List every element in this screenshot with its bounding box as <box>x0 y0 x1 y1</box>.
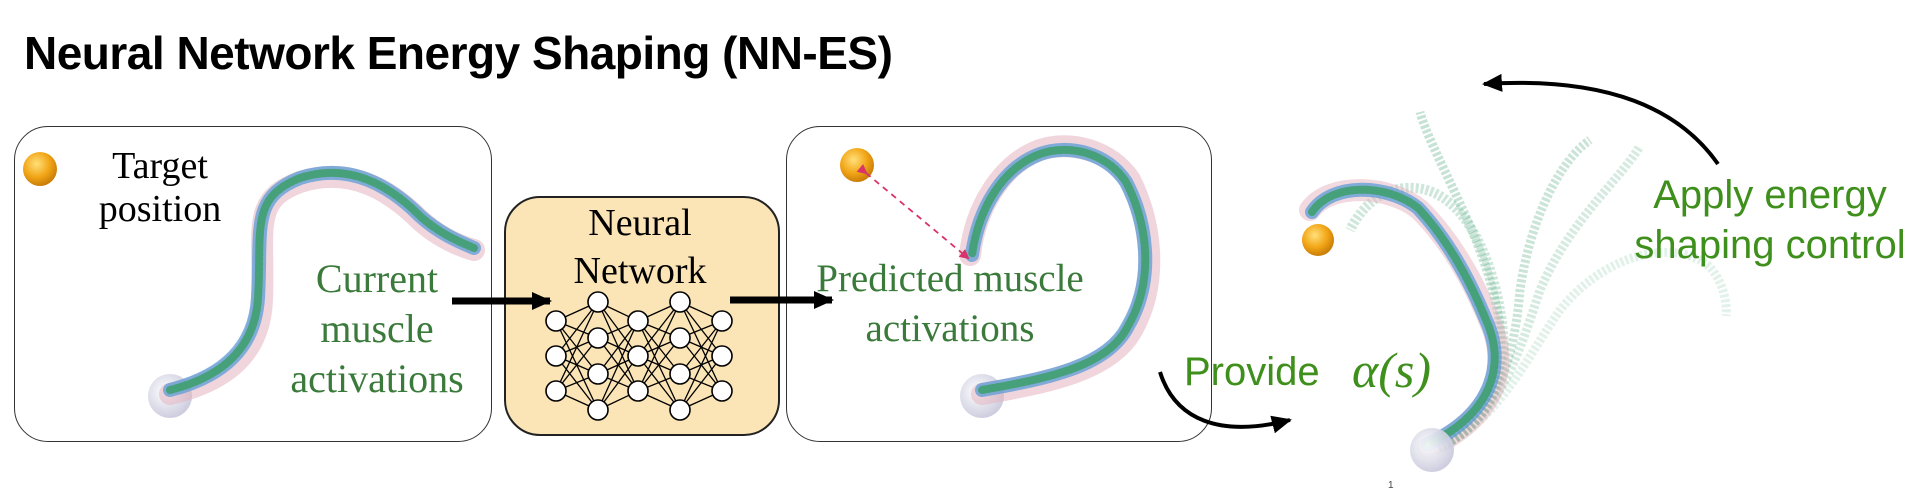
nn-node <box>669 327 691 349</box>
nn-edge <box>555 337 599 392</box>
nn-edge <box>555 301 599 392</box>
page-number: 1 <box>1388 480 1394 491</box>
apply-curved-arrow <box>1482 73 1720 166</box>
target-ball-1 <box>23 152 57 186</box>
nn-edge <box>679 320 723 375</box>
provide-label: Provide <box>1184 350 1320 394</box>
soft-arm-trajectory <box>1299 110 1731 472</box>
nn-node <box>627 345 649 367</box>
nn-node <box>669 399 691 421</box>
nn-node <box>545 380 567 402</box>
nn-node <box>627 380 649 402</box>
nn-node <box>587 399 609 421</box>
nn-edge <box>597 320 639 375</box>
predicted-activations-label: Predicted muscle activations <box>816 257 1084 350</box>
nn-nodes <box>545 291 733 421</box>
soft-arm-predicted <box>959 135 1161 418</box>
nn-node <box>711 380 733 402</box>
alpha-math-label: α(s) <box>1352 342 1432 398</box>
target-position-label: Target position <box>98 145 222 230</box>
nn-edge <box>637 301 681 392</box>
nn-edge <box>555 301 599 357</box>
nn-node <box>587 363 609 385</box>
soft-arm-current <box>148 165 485 418</box>
provide-curved-arrow <box>1158 371 1292 434</box>
nn-node <box>669 291 691 313</box>
target-ball-3 <box>1302 224 1334 256</box>
nn-node <box>545 345 567 367</box>
distance-dashed-arrow <box>856 164 970 260</box>
nn-edge <box>597 355 639 411</box>
nn-edge <box>679 355 723 411</box>
nn-node <box>669 363 691 385</box>
current-activations-label: Current muscle activations <box>290 256 464 401</box>
nn-node <box>711 310 733 332</box>
nn-node <box>627 310 649 332</box>
apply-control-label: Apply energy shaping control <box>1634 173 1906 267</box>
page-title: Neural Network Energy Shaping (NN-ES) <box>24 27 893 79</box>
nn-edge <box>679 320 723 411</box>
nn-node <box>587 291 609 313</box>
neural-network-label: Neural Network <box>573 202 707 292</box>
nn-node <box>587 327 609 349</box>
target-ball-2 <box>840 148 874 182</box>
nn-edge <box>637 337 681 392</box>
nn-node <box>711 345 733 367</box>
nn-edge <box>637 301 681 357</box>
nn-node <box>545 310 567 332</box>
nn-edge <box>597 320 639 411</box>
